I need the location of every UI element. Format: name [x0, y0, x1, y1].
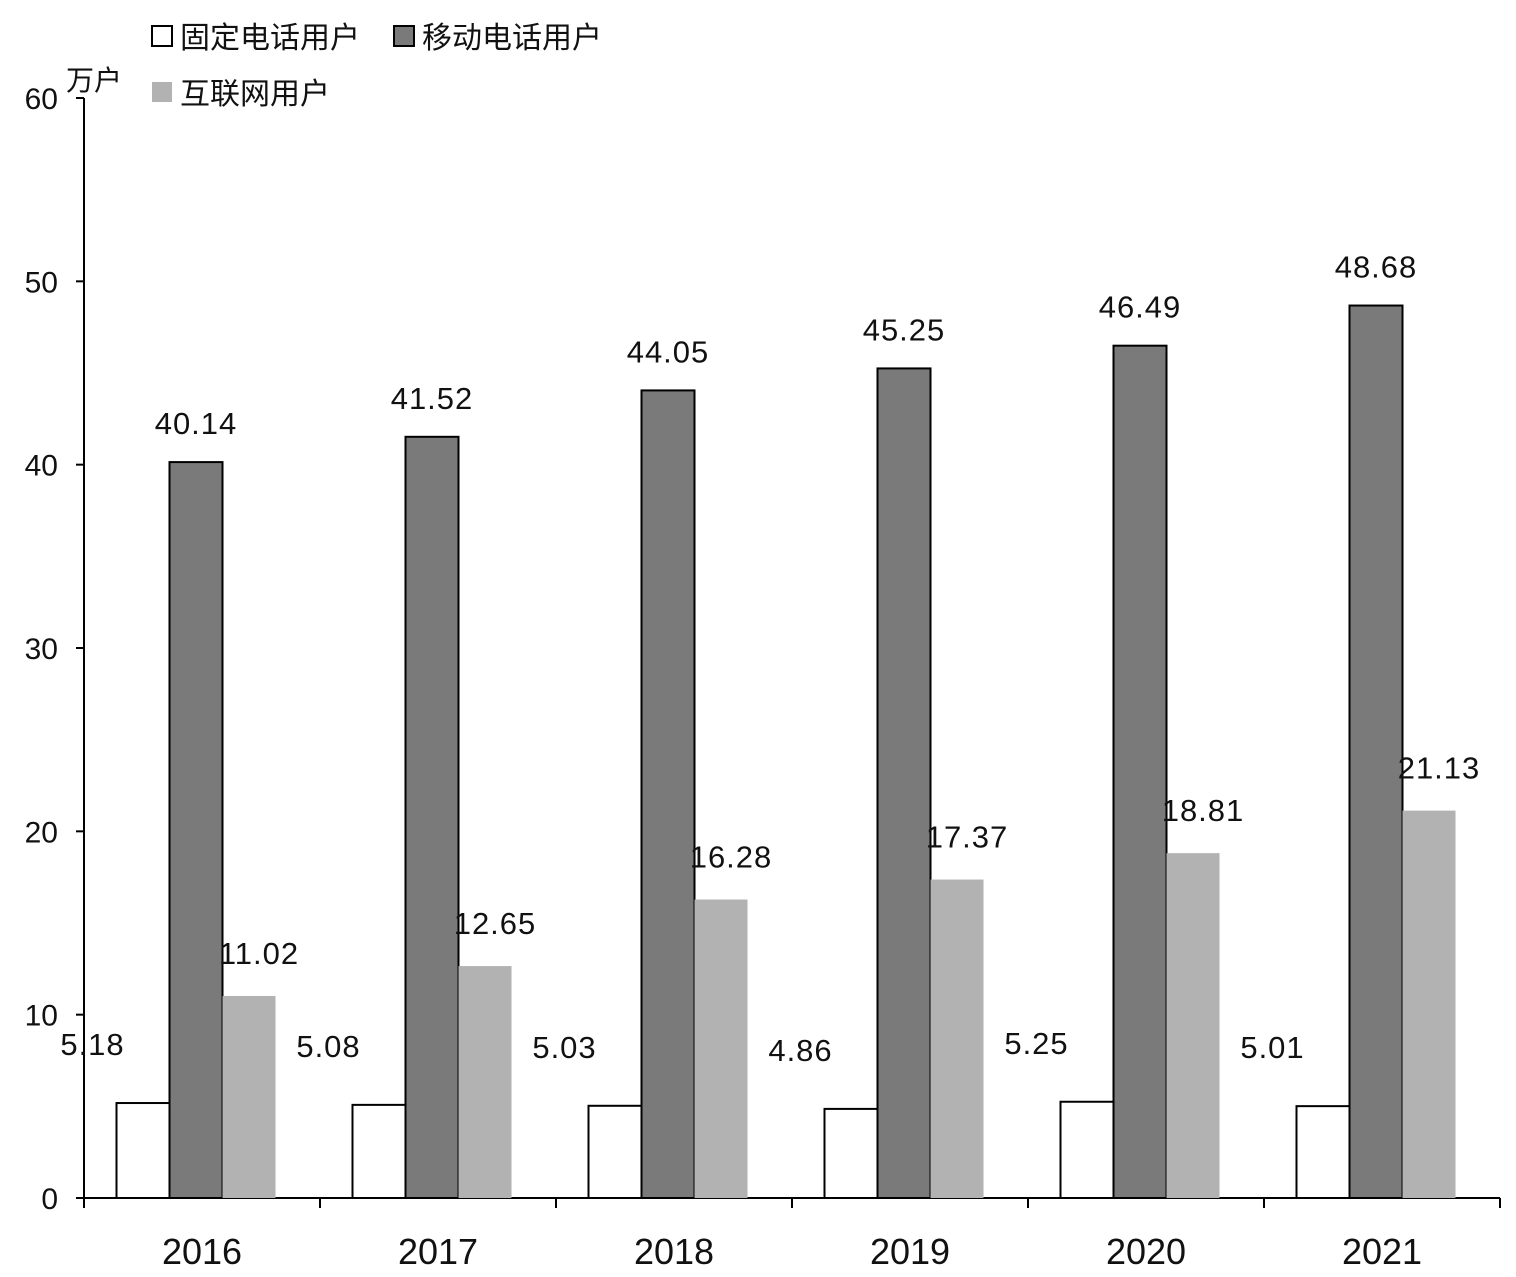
- legend-swatch: [152, 82, 172, 102]
- data-label: 5.18: [60, 1027, 124, 1062]
- data-label: 21.13: [1398, 751, 1481, 786]
- bar-mobile-phone-2020: [1112, 344, 1168, 1199]
- chart-bars: [115, 304, 1456, 1200]
- data-label: 18.81: [1162, 793, 1245, 828]
- y-tick-label: 40: [25, 450, 58, 483]
- bar-fixed-phone-2020: [1059, 1100, 1115, 1199]
- data-label: 12.65: [454, 906, 537, 941]
- bar-internet-2017: [458, 966, 512, 1198]
- bar-fixed-phone-2019: [823, 1107, 879, 1200]
- bar-fixed-phone-2018: [587, 1104, 643, 1199]
- bar-mobile-phone-2016: [168, 461, 224, 1200]
- data-label: 16.28: [690, 840, 773, 875]
- data-label: 44.05: [627, 334, 710, 369]
- bar-mobile-phone-2021: [1348, 304, 1404, 1199]
- chart-data-labels: 5.18 40.14 11.02 5.08 41.52 12.65 5.03 44.05 16.…: [60, 250, 1481, 1068]
- legend-label: 互联网用户: [180, 77, 330, 112]
- x-category-label: 2016: [162, 1231, 242, 1272]
- y-tick-label: 50: [25, 266, 58, 299]
- bar-internet-2019: [930, 879, 984, 1198]
- y-tick-label: 20: [25, 816, 58, 849]
- bar-mobile-phone-2018: [640, 389, 696, 1199]
- data-label: 45.25: [863, 312, 946, 347]
- chart-axes: 0 10 20 30 40 50 60 2016 2017 2018 2019 2020 2021: [25, 83, 1501, 1272]
- data-label: 5.03: [532, 1030, 596, 1065]
- legend-swatch: [393, 25, 415, 47]
- data-label: 5.01: [1240, 1030, 1304, 1065]
- bar-internet-2016: [222, 995, 276, 1198]
- data-label: 4.86: [768, 1033, 832, 1068]
- bar-internet-2020: [1166, 853, 1220, 1198]
- bar-fixed-phone-2016: [115, 1102, 171, 1199]
- data-label: 5.25: [1004, 1026, 1068, 1061]
- legend-label: 固定电话用户: [180, 21, 360, 56]
- x-category-label: 2017: [398, 1231, 478, 1272]
- data-label: 17.37: [926, 820, 1009, 855]
- data-label: 48.68: [1335, 250, 1418, 285]
- data-label: 46.49: [1099, 290, 1182, 325]
- bar-fixed-phone-2017: [351, 1103, 407, 1200]
- legend-swatch: [151, 25, 173, 47]
- y-axis-unit-label: 万户: [66, 64, 122, 97]
- x-category-label: 2020: [1106, 1231, 1186, 1272]
- x-category-label: 2018: [634, 1231, 714, 1272]
- y-tick-label: 10: [25, 1000, 58, 1033]
- data-label: 5.08: [296, 1029, 360, 1064]
- y-tick-label: 60: [25, 83, 58, 116]
- bar-internet-2018: [694, 899, 748, 1198]
- bar-internet-2021: [1402, 810, 1456, 1198]
- bar-fixed-phone-2021: [1295, 1105, 1351, 1200]
- x-category-label: 2019: [870, 1231, 950, 1272]
- data-label: 11.02: [219, 936, 299, 971]
- x-category-label: 2021: [1342, 1231, 1422, 1272]
- data-label: 40.14: [155, 406, 238, 441]
- y-tick-label: 0: [41, 1183, 58, 1216]
- y-tick-label: 30: [25, 633, 58, 666]
- legend-label: 移动电话用户: [422, 21, 602, 56]
- bar-mobile-phone-2019: [876, 367, 932, 1199]
- data-label: 41.52: [391, 381, 474, 416]
- bar-mobile-phone-2017: [404, 435, 460, 1199]
